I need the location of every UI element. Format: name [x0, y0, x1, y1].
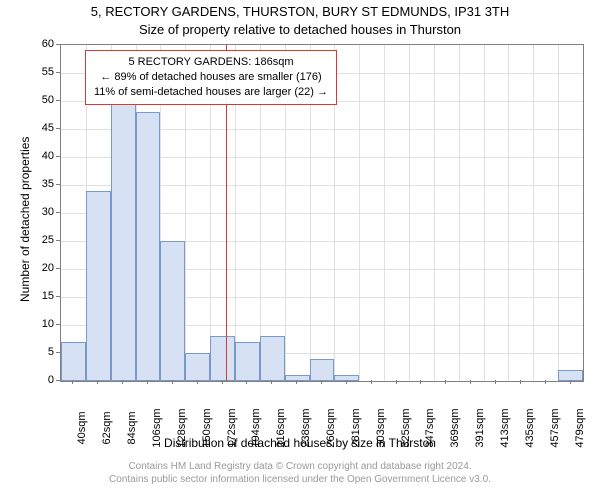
xtick-label: 413sqm — [499, 408, 511, 447]
xtick-label: 194sqm — [250, 408, 262, 447]
histogram-bar — [111, 101, 136, 381]
ytick-label: 0 — [30, 374, 54, 386]
chart-title: 5, RECTORY GARDENS, THURSTON, BURY ST ED… — [0, 4, 600, 19]
ytick-label: 55 — [30, 66, 54, 78]
xtick-label: 281sqm — [350, 408, 362, 447]
xtick-label: 150sqm — [201, 408, 213, 447]
ytick-label: 30 — [30, 206, 54, 218]
callout-line: 5 RECTORY GARDENS: 186sqm — [94, 55, 328, 70]
ytick-label: 5 — [30, 346, 54, 358]
figure-root: 5, RECTORY GARDENS, THURSTON, BURY ST ED… — [0, 0, 600, 500]
callout-line: ← 89% of detached houses are smaller (17… — [94, 70, 328, 85]
xtick-label: 62sqm — [101, 411, 113, 444]
ytick-label: 60 — [30, 38, 54, 50]
chart-subtitle: Size of property relative to detached ho… — [0, 22, 600, 37]
ytick-label: 35 — [30, 178, 54, 190]
callout-box: 5 RECTORY GARDENS: 186sqm← 89% of detach… — [85, 50, 337, 105]
xtick-label: 457sqm — [549, 408, 561, 447]
ytick-label: 25 — [30, 234, 54, 246]
xtick-label: 260sqm — [325, 408, 337, 447]
xtick-label: 40sqm — [76, 411, 88, 444]
histogram-bar — [260, 336, 285, 381]
xtick-label: 128sqm — [176, 408, 188, 447]
xtick-label: 84sqm — [126, 411, 138, 444]
xtick-label: 347sqm — [424, 408, 436, 447]
xtick-label: 216sqm — [275, 408, 287, 447]
xtick-label: 303sqm — [375, 408, 387, 447]
ytick-label: 40 — [30, 150, 54, 162]
histogram-bar — [160, 241, 185, 381]
ytick-label: 10 — [30, 318, 54, 330]
histogram-bar — [310, 359, 335, 381]
footer-line-1: Contains HM Land Registry data © Crown c… — [0, 460, 600, 473]
footer-line-2: Contains public sector information licen… — [0, 473, 600, 486]
ytick-label: 20 — [30, 262, 54, 274]
histogram-bar — [558, 370, 583, 381]
xtick-label: 172sqm — [226, 408, 238, 447]
xtick-label: 479sqm — [574, 408, 586, 447]
xtick-label: 369sqm — [449, 408, 461, 447]
footer-text: Contains HM Land Registry data © Crown c… — [0, 460, 600, 486]
xtick-label: 435sqm — [524, 408, 536, 447]
callout-line: 11% of semi-detached houses are larger (… — [94, 85, 328, 100]
xtick-label: 106sqm — [151, 408, 163, 447]
histogram-bar — [61, 342, 86, 381]
xtick-label: 325sqm — [400, 408, 412, 447]
histogram-bar — [210, 336, 235, 381]
ytick-label: 50 — [30, 94, 54, 106]
ytick-label: 45 — [30, 122, 54, 134]
histogram-bar — [235, 342, 260, 381]
xtick-label: 391sqm — [474, 408, 486, 447]
histogram-bar — [86, 191, 111, 381]
histogram-bar — [185, 353, 210, 381]
ytick-label: 15 — [30, 290, 54, 302]
histogram-bar — [136, 112, 161, 381]
xtick-label: 238sqm — [300, 408, 312, 447]
histogram-bar — [334, 375, 359, 381]
